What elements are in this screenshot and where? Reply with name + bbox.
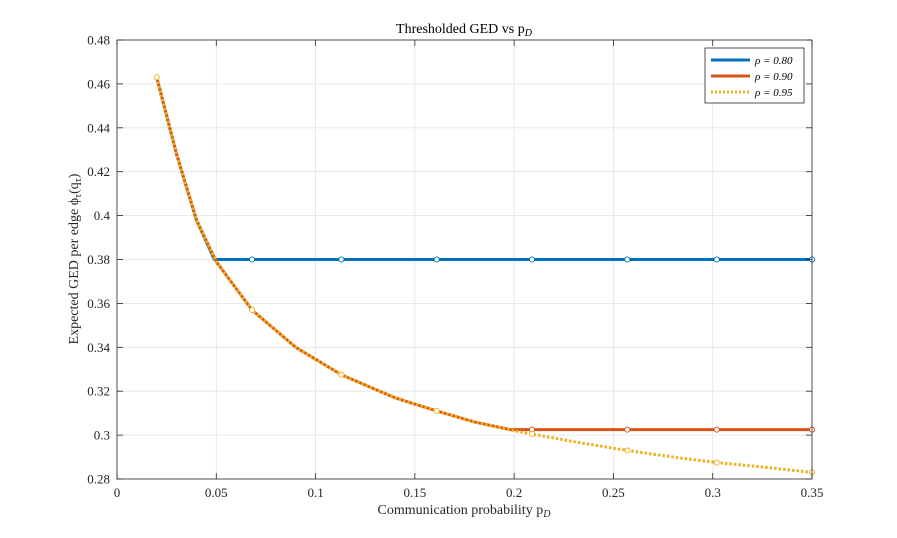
y-tick-label: 0.42 — [87, 164, 110, 179]
legend-label-rho-090: ρ = 0.90 — [754, 71, 793, 83]
y-tick-label: 0.48 — [87, 33, 110, 48]
legend-label-rho-095: ρ = 0.95 — [754, 87, 793, 99]
series-3-marker — [248, 306, 256, 314]
series-3-marker — [433, 407, 440, 415]
y-tick-label: 0.3 — [94, 428, 110, 443]
x-tick-label: 0.2 — [506, 485, 522, 500]
y-axis-title: Expected GED per edge ϕτ(qτ) — [67, 173, 84, 344]
y-tick-label: 0.36 — [87, 296, 110, 311]
series-3-marker — [153, 74, 160, 81]
x-axis-title: Communication probability pD — [378, 503, 552, 520]
x-axis-title-subscript: D — [542, 509, 551, 520]
legend-label-rho-080: ρ = 0.80 — [754, 55, 793, 67]
series-3-marker — [713, 459, 720, 466]
x-tick-label: 0.25 — [602, 485, 625, 500]
y-tick-label: 0.34 — [87, 340, 110, 355]
series-1-marker — [338, 256, 345, 263]
y-tick-label: 0.44 — [87, 120, 110, 135]
x-tick-label: 0.3 — [705, 485, 721, 500]
series-3-marker — [338, 371, 345, 378]
series-3-marker — [528, 430, 536, 438]
series-2-marker — [713, 426, 720, 433]
y-axis-title-subscript-1: τ — [73, 194, 84, 198]
x-tick-label: 0.35 — [801, 485, 824, 500]
series-1-marker — [528, 256, 536, 263]
x-tick-label: 0.15 — [403, 485, 426, 500]
y-tick-label: 0.32 — [87, 384, 110, 399]
series-1-marker — [713, 256, 720, 263]
x-tick-label: 0 — [114, 485, 121, 500]
series-3-marker — [624, 447, 631, 454]
y-axis-title-tail: (q — [67, 182, 82, 194]
y-tick-label: 0.4 — [94, 208, 111, 223]
series-2-marker — [624, 426, 631, 433]
series-1-marker — [248, 256, 256, 263]
series-1-marker — [624, 256, 631, 263]
series-3-line — [155, 76, 813, 474]
tick-layer: 0 0.05 0.1 0.15 0.2 0.25 0.3 0.35 0.28 0.3 0.32 0.3… — [87, 33, 823, 501]
chart-title: Thresholded GED vs pD — [396, 22, 533, 39]
legend: ρ = 0.80 ρ = 0.90 ρ = 0.95 — [704, 47, 805, 104]
y-axis-title-close: ) — [67, 173, 82, 178]
y-tick-label: 0.28 — [87, 472, 110, 487]
series-1-marker — [433, 256, 440, 263]
y-axis-title-subscript-2: τ — [73, 178, 84, 182]
chart-title-subscript: D — [524, 28, 533, 39]
series-layer — [153, 74, 816, 476]
x-tick-label: 0.1 — [307, 485, 323, 500]
y-tick-label: 0.38 — [87, 252, 110, 267]
x-tick-label: 0.05 — [205, 485, 228, 500]
y-tick-label: 0.46 — [87, 76, 110, 91]
